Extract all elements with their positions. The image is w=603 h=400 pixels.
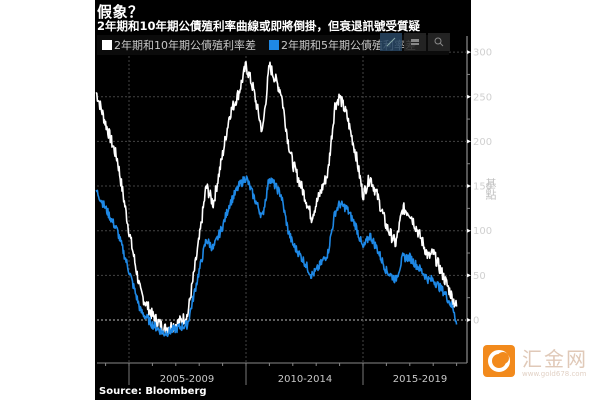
watermark-name: 汇金网 xyxy=(522,347,588,371)
x-tick-label: 2015-2019 xyxy=(392,374,448,385)
chart-toolbar xyxy=(380,33,452,51)
svg-text:0: 0 xyxy=(473,316,479,327)
svg-text:250: 250 xyxy=(473,92,492,103)
x-tick-label: 2005-2009 xyxy=(159,374,215,385)
legend-label: 2年期和10年期公債殖利率差 xyxy=(114,39,256,52)
chart-title: 假象？ xyxy=(97,3,144,21)
legend-item-2s10s[interactable]: 2年期和10年期公債殖利率差 xyxy=(102,37,256,53)
y-axis: 0 50 100 150 200 250 300 xyxy=(466,36,492,363)
svg-text:50: 50 xyxy=(473,271,486,282)
svg-text:300: 300 xyxy=(473,48,492,59)
x-axis xyxy=(97,362,467,366)
x-tick-label: 2010-2014 xyxy=(277,374,333,385)
y-axis-label: 基點 xyxy=(484,178,497,200)
series-2s10s-line xyxy=(95,60,458,335)
legend-swatch-white xyxy=(102,40,112,50)
svg-text:200: 200 xyxy=(473,137,492,148)
series-2s5s-line xyxy=(95,175,458,338)
svg-text:100: 100 xyxy=(473,226,492,237)
svg-text:150: 150 xyxy=(473,182,492,193)
pen-icon[interactable] xyxy=(380,33,402,51)
watermark-logo-icon xyxy=(483,345,515,377)
legend: 2年期和10年期公債殖利率差 2年期和5年期公債殖利率差 xyxy=(97,35,449,55)
source-note: Source: Bloomberg xyxy=(99,386,207,397)
legend-swatch-blue xyxy=(269,40,279,50)
layout-icon[interactable] xyxy=(404,33,426,51)
chart-subtitle: 2年期和10年期公債殖利率曲線或即將倒掛，但衰退訊號受質疑 xyxy=(97,19,421,33)
search-icon[interactable] xyxy=(428,33,450,51)
watermark-url: www.gold678.com xyxy=(522,370,587,378)
